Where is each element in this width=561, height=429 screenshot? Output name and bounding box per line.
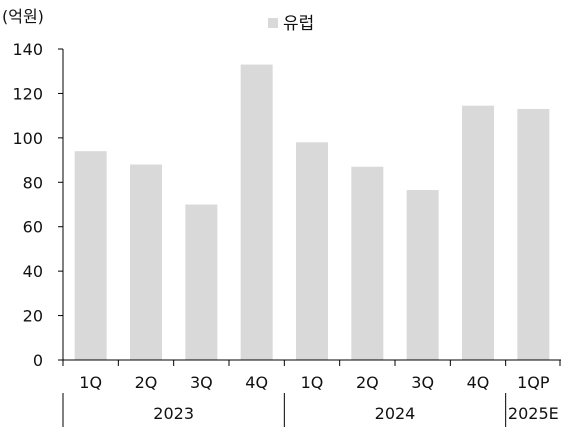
bar <box>517 108 550 360</box>
bar <box>130 164 162 360</box>
unit-label: (억원) <box>2 7 44 26</box>
x-category-label: 2Q <box>135 373 158 392</box>
bar <box>406 190 439 360</box>
y-tick-label: 140 <box>12 40 43 59</box>
y-tick-label: 60 <box>23 218 43 237</box>
y-tick-label: 80 <box>23 173 43 192</box>
y-tick-label: 120 <box>12 84 43 103</box>
x-group-label: 2025E <box>508 404 559 423</box>
bar <box>185 204 218 360</box>
legend: 유럽 <box>268 14 314 34</box>
x-category-label: 1Q <box>79 373 102 392</box>
x-category-label: 3Q <box>411 373 434 392</box>
bars <box>74 64 550 361</box>
legend-swatch <box>268 18 278 28</box>
x-category-label: 4Q <box>245 373 268 392</box>
bar <box>296 142 328 360</box>
y-tick-label: 100 <box>12 129 43 148</box>
x-category-label: 1QP <box>517 373 550 392</box>
x-category-label: 1Q <box>301 373 324 392</box>
y-tick-label: 40 <box>23 262 43 281</box>
bar <box>74 151 107 360</box>
x-axis: 1Q 2Q 3Q 4Q 1Q 2Q 3Q 4Q 1QP 2023 2024 2025E <box>62 359 561 427</box>
bar <box>351 166 384 360</box>
x-category-label: 3Q <box>190 373 213 392</box>
x-group-label: 2023 <box>153 404 194 423</box>
y-tick-label: 0 <box>33 351 43 370</box>
y-axis: 0 20 40 60 80 100 120 140 <box>12 40 64 370</box>
x-group-label: 2024 <box>375 404 416 423</box>
y-tick-label: 20 <box>23 307 43 326</box>
bar <box>240 64 273 361</box>
x-category-label: 2Q <box>356 373 379 392</box>
legend-label: 유럽 <box>283 14 314 34</box>
bar <box>462 105 494 361</box>
x-category-label: 4Q <box>467 373 490 392</box>
